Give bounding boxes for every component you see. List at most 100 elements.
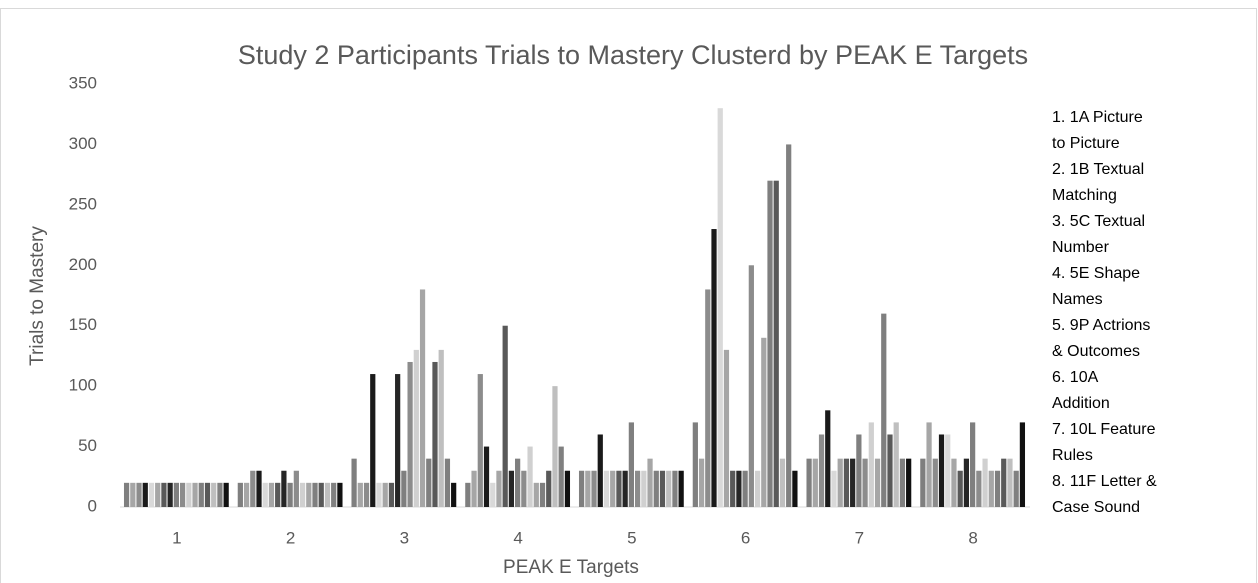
y-tick-label: 250 — [69, 194, 97, 213]
y-tick-label: 0 — [88, 496, 97, 515]
bar — [204, 482, 211, 507]
bar — [748, 265, 754, 507]
bar — [920, 458, 926, 507]
bar — [659, 470, 666, 507]
bar — [705, 289, 711, 507]
bar — [887, 434, 893, 507]
bar — [779, 458, 786, 507]
bar — [370, 374, 376, 507]
annotation: Number — [1052, 239, 1110, 256]
bar — [634, 470, 641, 507]
bar — [1007, 458, 1013, 507]
bar — [155, 482, 161, 507]
bar — [843, 458, 850, 507]
bar — [331, 482, 337, 507]
bar — [672, 470, 678, 507]
bar — [483, 446, 490, 507]
bar — [825, 410, 831, 507]
bar — [881, 313, 887, 507]
bar — [173, 482, 179, 507]
bar — [767, 180, 773, 507]
bar — [786, 144, 792, 507]
bar — [167, 482, 173, 507]
bar — [123, 482, 130, 507]
y-axis-label: Trials to Mastery — [27, 226, 48, 366]
annotation: & Outcomes — [1052, 343, 1140, 360]
bar — [444, 458, 451, 507]
bar — [539, 482, 546, 507]
y-tick-label: 350 — [69, 73, 97, 92]
bar — [465, 482, 471, 507]
annotation: 5. 9P Actrions — [1052, 317, 1150, 334]
bar — [742, 470, 748, 507]
bar — [432, 361, 438, 507]
y-tick-label: 150 — [69, 315, 97, 334]
bar — [994, 470, 1001, 507]
x-tick-label: 4 — [513, 528, 522, 547]
bar — [451, 482, 457, 507]
bar — [552, 386, 558, 507]
bar — [970, 422, 976, 507]
bar — [773, 180, 779, 507]
bar — [521, 470, 527, 507]
chart-title: Study 2 Participants Trials to Mastery C… — [238, 40, 1028, 70]
bar — [256, 470, 262, 507]
bar — [976, 470, 982, 507]
annotation: 4. 5E Shape — [1052, 265, 1140, 282]
bar — [647, 458, 653, 507]
bar — [926, 422, 932, 507]
annotation: Rules — [1052, 447, 1093, 464]
bar — [982, 458, 988, 507]
bar — [616, 470, 622, 507]
bar — [275, 482, 281, 507]
bar — [490, 482, 496, 507]
annotation: Case Sound — [1052, 499, 1140, 516]
bar — [906, 458, 912, 507]
x-tick-label: 7 — [855, 528, 864, 547]
bar — [192, 482, 198, 507]
bar — [591, 470, 597, 507]
bar — [1001, 458, 1007, 507]
bar — [792, 470, 798, 507]
bar — [515, 458, 521, 507]
bar — [477, 374, 483, 507]
bar — [546, 470, 552, 507]
bar — [628, 422, 634, 507]
bar — [893, 422, 899, 507]
bar — [806, 458, 812, 507]
bar — [148, 482, 155, 507]
bar — [564, 470, 571, 507]
bar — [376, 482, 382, 507]
bar — [382, 482, 388, 507]
annotation: 3. 5C Textual — [1052, 213, 1145, 230]
bar — [641, 470, 647, 507]
bar — [496, 470, 502, 507]
bar — [419, 289, 426, 507]
bar — [161, 482, 167, 507]
y-tick-label: 300 — [69, 134, 97, 153]
bar — [957, 470, 963, 507]
bar — [603, 470, 610, 507]
bar — [868, 422, 874, 507]
bar — [1013, 470, 1019, 507]
x-tick-label: 8 — [968, 528, 977, 547]
bar — [312, 482, 318, 507]
bar — [130, 482, 136, 507]
bar — [837, 458, 843, 507]
bar — [717, 108, 723, 508]
annotation: 2. 1B Textual — [1052, 161, 1144, 178]
bar — [558, 446, 564, 507]
bar — [262, 482, 268, 507]
bar — [508, 470, 515, 507]
bar — [754, 470, 761, 507]
bar — [318, 482, 324, 507]
bar — [243, 482, 250, 507]
bar — [357, 482, 363, 507]
bar — [395, 374, 401, 507]
bar — [324, 482, 331, 507]
bar — [299, 482, 306, 507]
bar — [337, 482, 343, 507]
x-tick-label: 2 — [286, 528, 295, 547]
bar — [268, 482, 275, 507]
